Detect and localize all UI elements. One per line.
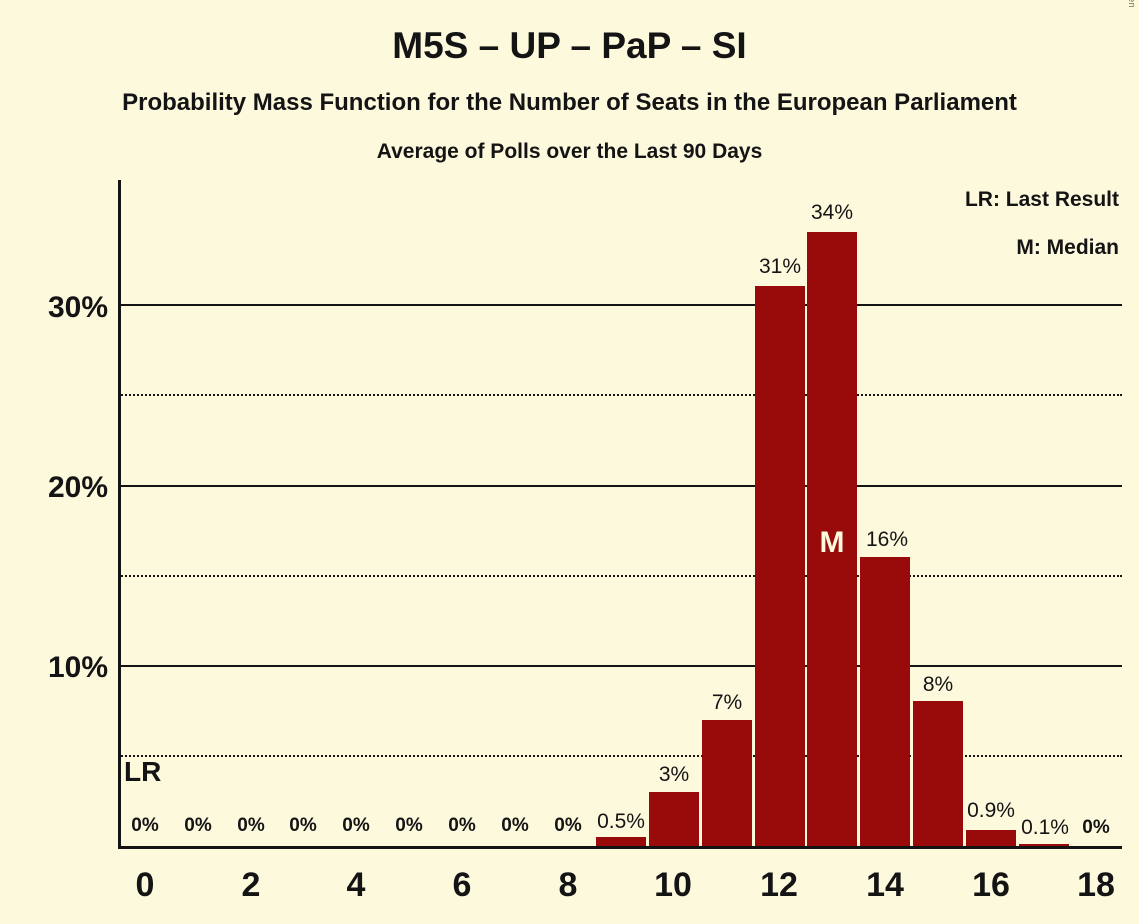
x-tick-label-8: 8 <box>558 866 578 904</box>
gridline-5 <box>118 755 1122 757</box>
gridline-30 <box>118 304 1122 306</box>
x-tick-label-14: 14 <box>866 866 904 904</box>
legend-median: M: Median <box>1016 236 1119 259</box>
y-axis-line <box>118 180 121 849</box>
x-tick-label-18: 18 <box>1077 866 1115 904</box>
y-tick-label-30: 30% <box>47 291 108 324</box>
chart-subsubtitle: Average of Polls over the Last 90 Days <box>376 140 763 163</box>
gridline-10 <box>118 665 1122 667</box>
bar-label-seat-9: 0.5% <box>597 810 645 833</box>
bar-label-seat-10: 3% <box>658 763 690 786</box>
x-tick-label-10: 10 <box>654 866 692 904</box>
bar-label-seat-17: 0.1% <box>1021 816 1069 839</box>
legend-last-result: LR: Last Result <box>964 188 1119 211</box>
bar-seat-13 <box>807 232 857 846</box>
y-tick-label-20: 20% <box>47 471 108 504</box>
x-tick-label-6: 6 <box>452 866 472 904</box>
bar-label-seat-7: 0% <box>501 815 529 836</box>
x-tick-label-2: 2 <box>241 866 261 904</box>
bar-label-seat-0: 0% <box>131 815 159 836</box>
bar-label-seat-18: 0% <box>1082 817 1110 838</box>
bar-seat-12 <box>755 286 805 846</box>
copyright-notice: © 2025 Filip van Laenen <box>1127 0 1137 8</box>
bar-label-seat-13: 34% <box>810 201 854 224</box>
bar-seat-15 <box>913 701 963 846</box>
chart-subtitle: Probability Mass Function for the Number… <box>122 89 1017 116</box>
x-tick-label-12: 12 <box>760 866 798 904</box>
bar-seat-9 <box>596 837 646 846</box>
gridline-25 <box>118 394 1122 396</box>
bar-seat-11 <box>702 720 752 846</box>
bar-label-seat-1: 0% <box>184 815 212 836</box>
bar-seat-14 <box>860 557 910 846</box>
bar-seat-16 <box>966 830 1016 846</box>
bar-label-seat-15: 8% <box>922 673 954 696</box>
bar-label-seat-4: 0% <box>342 815 370 836</box>
bar-label-seat-11: 7% <box>711 691 743 714</box>
gridline-15 <box>118 575 1122 577</box>
plot-area: 0% 0% 0% 0% 0% 0% 0% 0% 0% 0.5% 3% 7% 31… <box>118 180 1122 849</box>
gridline-20 <box>118 485 1122 487</box>
bar-label-seat-2: 0% <box>237 815 265 836</box>
bar-label-seat-3: 0% <box>289 815 317 836</box>
page-title: M5S – UP – PaP – SI <box>392 25 747 66</box>
bar-seat-10 <box>649 792 699 846</box>
bar-label-seat-5: 0% <box>395 815 423 836</box>
bar-label-seat-14: 16% <box>865 528 909 551</box>
bar-label-seat-8: 0% <box>554 815 582 836</box>
bar-label-seat-6: 0% <box>448 815 476 836</box>
x-tick-label-4: 4 <box>346 866 366 904</box>
bar-seat-17 <box>1019 844 1069 846</box>
bar-label-seat-16: 0.9% <box>967 799 1015 822</box>
bar-label-seat-12: 31% <box>758 255 802 278</box>
x-axis-line <box>118 846 1122 849</box>
median-marker: M <box>819 526 845 559</box>
x-tick-label-0: 0 <box>135 866 155 904</box>
last-result-marker: LR <box>124 756 162 787</box>
y-tick-label-10: 10% <box>47 651 108 684</box>
x-tick-label-16: 16 <box>972 866 1010 904</box>
